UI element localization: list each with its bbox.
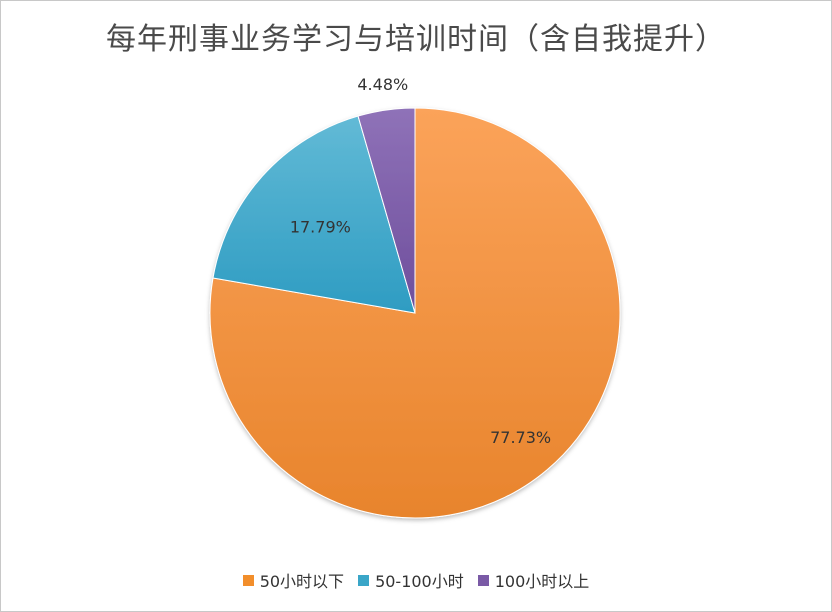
data-label-1: 77.73%: [490, 428, 551, 447]
legend-label: 50小时以下: [259, 572, 345, 591]
legend-item-2: 50-100小时: [358, 568, 464, 592]
chart-title: 每年刑事业务学习与培训时间（含自我提升）: [106, 22, 726, 57]
legend-label: 50-100小时: [375, 572, 464, 591]
legend-swatch: [358, 574, 370, 586]
data-label-2: 17.79%: [290, 218, 351, 237]
pie-slice-2: [212, 115, 416, 314]
legend-swatch: [242, 574, 254, 586]
legend-swatch: [477, 574, 489, 586]
legend-item-3: 100小时以上: [477, 568, 590, 592]
legend-label: 100小时以上: [494, 572, 590, 591]
pie-slice-3: [357, 107, 416, 314]
legend-item-1: 50小时以下: [242, 568, 345, 592]
data-label-3: 4.48%: [357, 75, 408, 94]
chart-legend: 50小时以下 50-100小时 100小时以上: [0, 568, 832, 592]
pie-slice-1: [209, 107, 621, 519]
